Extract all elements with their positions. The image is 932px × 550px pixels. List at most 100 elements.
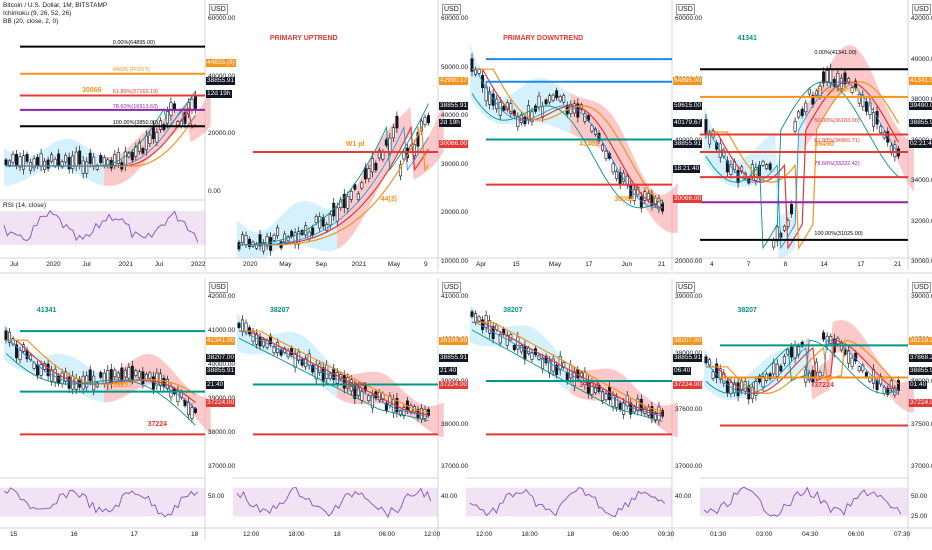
usd-badge: USD — [676, 4, 695, 15]
candle-body — [18, 349, 22, 360]
time-axis-tick: 12:00 — [424, 531, 441, 538]
usd-badge: USD — [442, 282, 461, 293]
annotation-label: 38207 — [737, 307, 757, 315]
candle-body — [130, 365, 134, 380]
candle-body — [548, 95, 552, 103]
candle-body — [793, 120, 797, 132]
annotation-label: 30066 — [614, 195, 634, 203]
time-axis-tick: May — [548, 261, 562, 268]
time-axis-tick: 17 — [857, 261, 865, 268]
bb-basis-line — [472, 321, 663, 417]
candle-body — [328, 214, 332, 226]
bb-basis-line — [6, 107, 196, 167]
price-axis-tick: 37000.00 — [675, 463, 703, 470]
candle-body — [321, 367, 325, 382]
time-axis-tick: 17 — [585, 261, 593, 268]
candle-body — [516, 336, 520, 350]
candle-body — [244, 322, 248, 333]
candle-body — [92, 156, 96, 167]
annotation-label: 44(3) — [380, 195, 397, 203]
candle-body — [779, 365, 783, 372]
candle-body — [290, 347, 294, 356]
candle-body — [847, 78, 851, 83]
time-axis-tick: 18 — [567, 531, 575, 538]
candle-body — [643, 407, 647, 414]
time-axis-tick: 06:00 — [378, 531, 396, 538]
candle-body — [113, 369, 117, 378]
chikou-line — [705, 339, 899, 394]
kijun-line — [472, 68, 663, 205]
kijun-line — [6, 339, 196, 396]
candle-body — [558, 96, 562, 102]
rsi-line — [236, 487, 432, 519]
price-axis-tick: 41000.00 — [208, 327, 236, 334]
fib-level-label: 100.00%(31025.00) — [814, 230, 863, 237]
candle-body — [704, 119, 708, 134]
candle-body — [356, 387, 360, 396]
price-tag: 38855.91 — [673, 139, 703, 148]
candle-body — [158, 373, 162, 386]
chikou-line — [471, 93, 663, 209]
price-tag: 38207.00 — [673, 336, 703, 345]
candle-body — [836, 73, 840, 87]
candle-body — [861, 94, 865, 107]
ichimoku-cloud-bear — [570, 93, 678, 233]
annotation-label: 37224 — [814, 382, 834, 389]
candle-body — [258, 234, 262, 247]
candle-body — [36, 156, 40, 166]
candle-body — [886, 131, 890, 143]
usd-badge: USD — [676, 282, 695, 293]
price-axis-tick: 40000.00 — [911, 55, 932, 63]
price-axis-tick: 20000.00 — [675, 258, 703, 265]
time-axis-tick: 4 — [710, 261, 714, 268]
price-tag: 21:40 — [439, 366, 458, 375]
price-tag: 12d 19h — [206, 90, 232, 99]
candle-body — [183, 399, 187, 406]
candle-body — [123, 369, 127, 378]
bb-basis-line — [6, 339, 196, 409]
candle-body — [367, 395, 371, 402]
candle-body — [81, 160, 85, 174]
time-axis-tick: 2020 — [46, 261, 61, 268]
candle-body — [491, 93, 495, 106]
candle-body — [541, 105, 545, 118]
price-tag: 37224.00 — [439, 381, 469, 389]
candle-body — [116, 372, 120, 378]
time-axis-tick: 9 — [424, 261, 428, 268]
annotation-label: PRIMARY DOWNTREND — [503, 35, 584, 43]
price-tag: 38855.91 — [439, 354, 469, 363]
candle-body — [367, 168, 371, 179]
candle-body — [293, 353, 297, 368]
candle-body — [22, 155, 26, 170]
candle-body — [248, 238, 252, 247]
candle-body — [339, 199, 343, 209]
rsi-band — [233, 487, 438, 517]
candle-body — [474, 313, 478, 323]
price-tag: 41341.00 — [206, 336, 236, 345]
time-axis-tick: 09:30 — [658, 531, 675, 538]
candle-body — [772, 239, 776, 248]
candle-body — [99, 155, 103, 163]
price-tag: 2d 19h — [439, 119, 461, 128]
candle-body — [18, 156, 22, 168]
candle-body — [811, 370, 815, 383]
price-tag: 01:40 — [909, 381, 928, 389]
price-axis-tick: 0.00 — [208, 188, 221, 195]
candle-body — [551, 94, 555, 101]
candle-body — [811, 95, 815, 105]
price-tag: 40179.67 — [673, 119, 703, 128]
candle-body — [193, 95, 197, 109]
candle-body — [718, 368, 722, 380]
candle-body — [544, 99, 548, 105]
price-tag: 38855.91 — [206, 366, 236, 375]
price-tag: 18:21:40 — [673, 164, 701, 173]
candle-body — [144, 373, 148, 380]
price-tag: 38207.00 — [206, 354, 236, 363]
candle-body — [477, 69, 481, 74]
tenkan-line — [472, 321, 663, 416]
time-axis-tick: 07:30 — [894, 531, 911, 538]
candle-body — [39, 364, 43, 376]
candle-body — [882, 387, 886, 394]
candle-body — [754, 381, 758, 396]
time-axis-tick: 15 — [10, 531, 18, 538]
